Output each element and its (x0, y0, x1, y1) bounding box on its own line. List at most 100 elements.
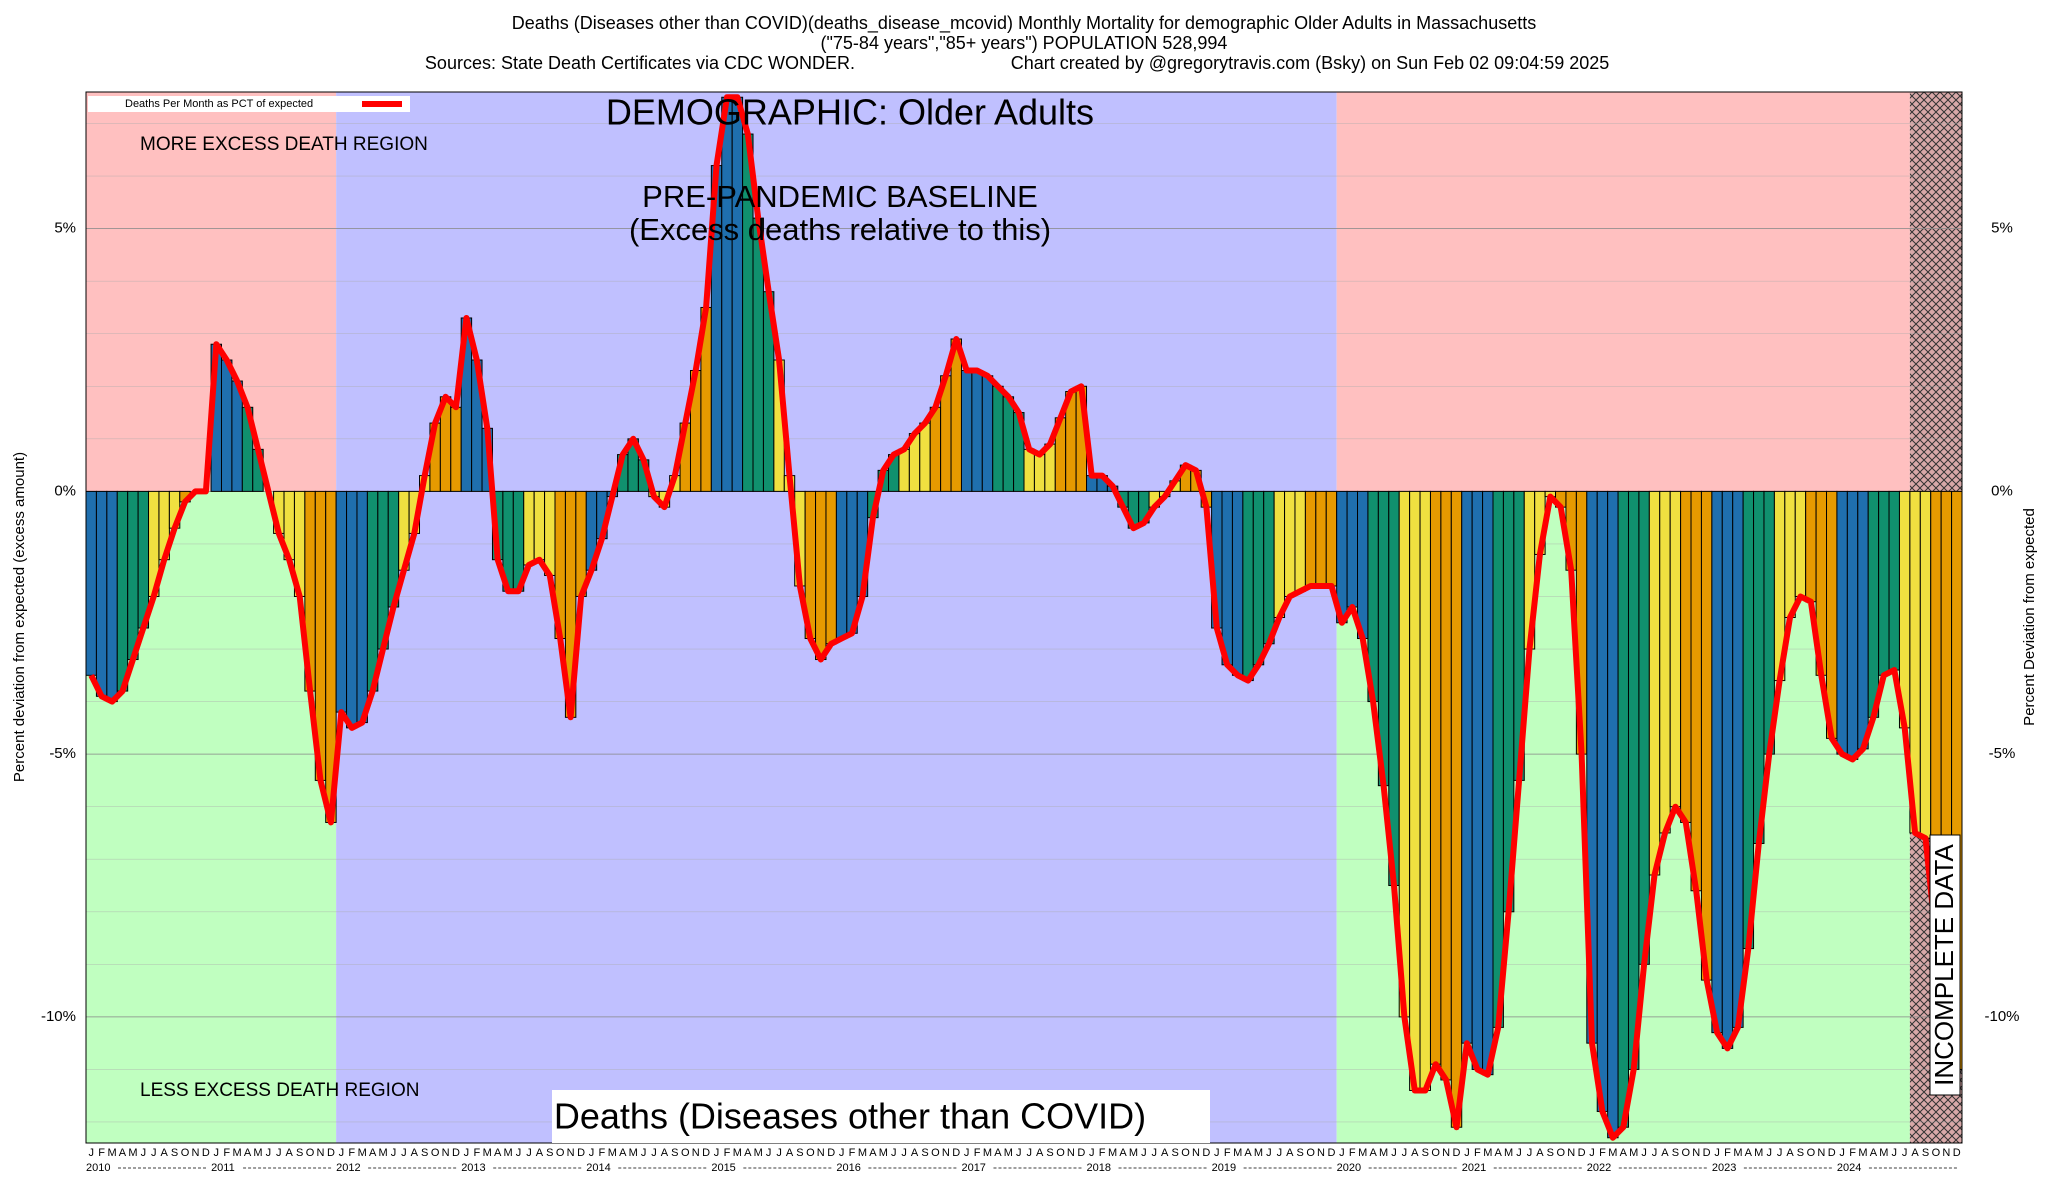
bar (1680, 490, 1692, 823)
x-tick-label: J (1589, 1147, 1595, 1159)
bar (721, 96, 733, 492)
x-tick-label: M (358, 1147, 367, 1159)
x-tick-label: M (253, 1147, 262, 1159)
x-tick-label: J (714, 1147, 720, 1159)
x-tick-label: A (411, 1147, 419, 1159)
bar (1252, 490, 1265, 666)
x-tick-label: M (1108, 1147, 1117, 1159)
x-tick-label: F (1474, 1147, 1481, 1159)
series-line (88, 94, 1960, 1141)
x-tick-label: M (1379, 1147, 1388, 1159)
x-tick-label: S (1297, 1147, 1304, 1159)
x-tick-label: J (1777, 1147, 1783, 1159)
x-tick-label: N (1692, 1147, 1700, 1159)
bar (1273, 490, 1286, 619)
x-tick-label: J (1402, 1147, 1408, 1159)
bar (1721, 490, 1734, 1049)
x-tick-label: N (191, 1147, 199, 1159)
x-tick-label: O (1181, 1147, 1190, 1159)
bar (1648, 490, 1661, 876)
bar (971, 370, 983, 492)
x-tick-label: O (1682, 1147, 1691, 1159)
x-tick-label: J (589, 1147, 595, 1159)
x-tick-label: N (1567, 1147, 1575, 1159)
y-tick-label: 0% (54, 482, 76, 499)
credit: Chart created by @gregorytravis.com (Bsk… (1011, 53, 1610, 73)
bar (450, 406, 462, 492)
x-tick-label: M (128, 1147, 137, 1159)
x-tick-label: F (1599, 1147, 1606, 1159)
year-label: 2014 (586, 1162, 610, 1174)
x-tick-label: O (931, 1147, 940, 1159)
y-tick-label: 5% (54, 220, 76, 237)
x-tick-label: J (1266, 1147, 1272, 1159)
x-tick-label: S (546, 1147, 553, 1159)
bar (1304, 490, 1317, 587)
x-tick-label: J (339, 1147, 345, 1159)
x-tick-label: S (1046, 1147, 1053, 1159)
x-tick-label: N (817, 1147, 825, 1159)
x-tick-label: N (1817, 1147, 1825, 1159)
x-tick-label: S (1672, 1147, 1679, 1159)
more-region (1336, 92, 1910, 492)
x-tick-label: A (1870, 1147, 1878, 1159)
x-tick-label: J (776, 1147, 782, 1159)
x-tick-label: J (651, 1147, 657, 1159)
x-tick-label: F (98, 1147, 105, 1159)
x-tick-label: F (1724, 1147, 1731, 1159)
x-tick-label: F (473, 1147, 480, 1159)
x-tick-label: A (1161, 1147, 1169, 1159)
x-tick-label: J (641, 1147, 647, 1159)
x-tick-label: S (671, 1147, 678, 1159)
title: Deaths (Diseases other than COVID)(death… (512, 13, 1536, 34)
x-tick-label: J (1714, 1147, 1720, 1159)
x-tick-label: J (1214, 1147, 1220, 1159)
x-tick-label: M (733, 1147, 742, 1159)
bar (346, 490, 358, 729)
x-tick-label: F (724, 1147, 731, 1159)
less-region-label: LESS EXCESS DEATH REGION (140, 1080, 419, 1101)
bar (981, 375, 994, 492)
x-tick-label: A (1620, 1147, 1628, 1159)
x-tick-label: O (1431, 1147, 1440, 1159)
x-tick-label: J (1516, 1147, 1522, 1159)
x-tick-label: J (391, 1147, 397, 1159)
x-tick-label: M (1608, 1147, 1617, 1159)
x-tick-label: D (1578, 1147, 1586, 1159)
bar (1867, 490, 1880, 718)
x-tick-label: O (806, 1147, 815, 1159)
x-tick-label: M (1629, 1147, 1638, 1159)
bar (1607, 490, 1619, 1139)
bar (1346, 490, 1359, 608)
x-tick-label: M (378, 1147, 387, 1159)
x-tick-label: J (526, 1147, 532, 1159)
x-tick-label: S (421, 1147, 428, 1159)
x-tick-label: J (839, 1147, 845, 1159)
year-label: 2019 (1212, 1162, 1236, 1174)
x-tick-label: F (223, 1147, 230, 1159)
bar (1357, 490, 1369, 640)
x-tick-label: A (1369, 1147, 1377, 1159)
x-tick-label: A (1119, 1147, 1127, 1159)
bar (1315, 490, 1327, 587)
x-tick-label: D (1828, 1147, 1836, 1159)
bar (1846, 490, 1859, 760)
x-tick-label: D (1703, 1147, 1711, 1159)
year-label: 2021 (1462, 1162, 1486, 1174)
year-label: 2011 (211, 1162, 235, 1174)
x-tick-label: A (119, 1147, 127, 1159)
x-tick-label: O (1556, 1147, 1565, 1159)
x-tick-label: D (1077, 1147, 1085, 1159)
x-tick-label: J (1652, 1147, 1658, 1159)
bar (1888, 490, 1900, 671)
x-tick-label: J (276, 1147, 282, 1159)
bar (1732, 490, 1744, 1028)
x-tick-label: M (608, 1147, 617, 1159)
bar (1878, 490, 1890, 676)
baseline-note: (Excess deaths relative to this) (629, 212, 1051, 247)
x-tick-label: S (921, 1147, 928, 1159)
year-label: 2010 (86, 1162, 110, 1174)
y2-axis-label: Percent Deviation from expected (2021, 508, 2038, 726)
x-tick-label: A (244, 1147, 252, 1159)
